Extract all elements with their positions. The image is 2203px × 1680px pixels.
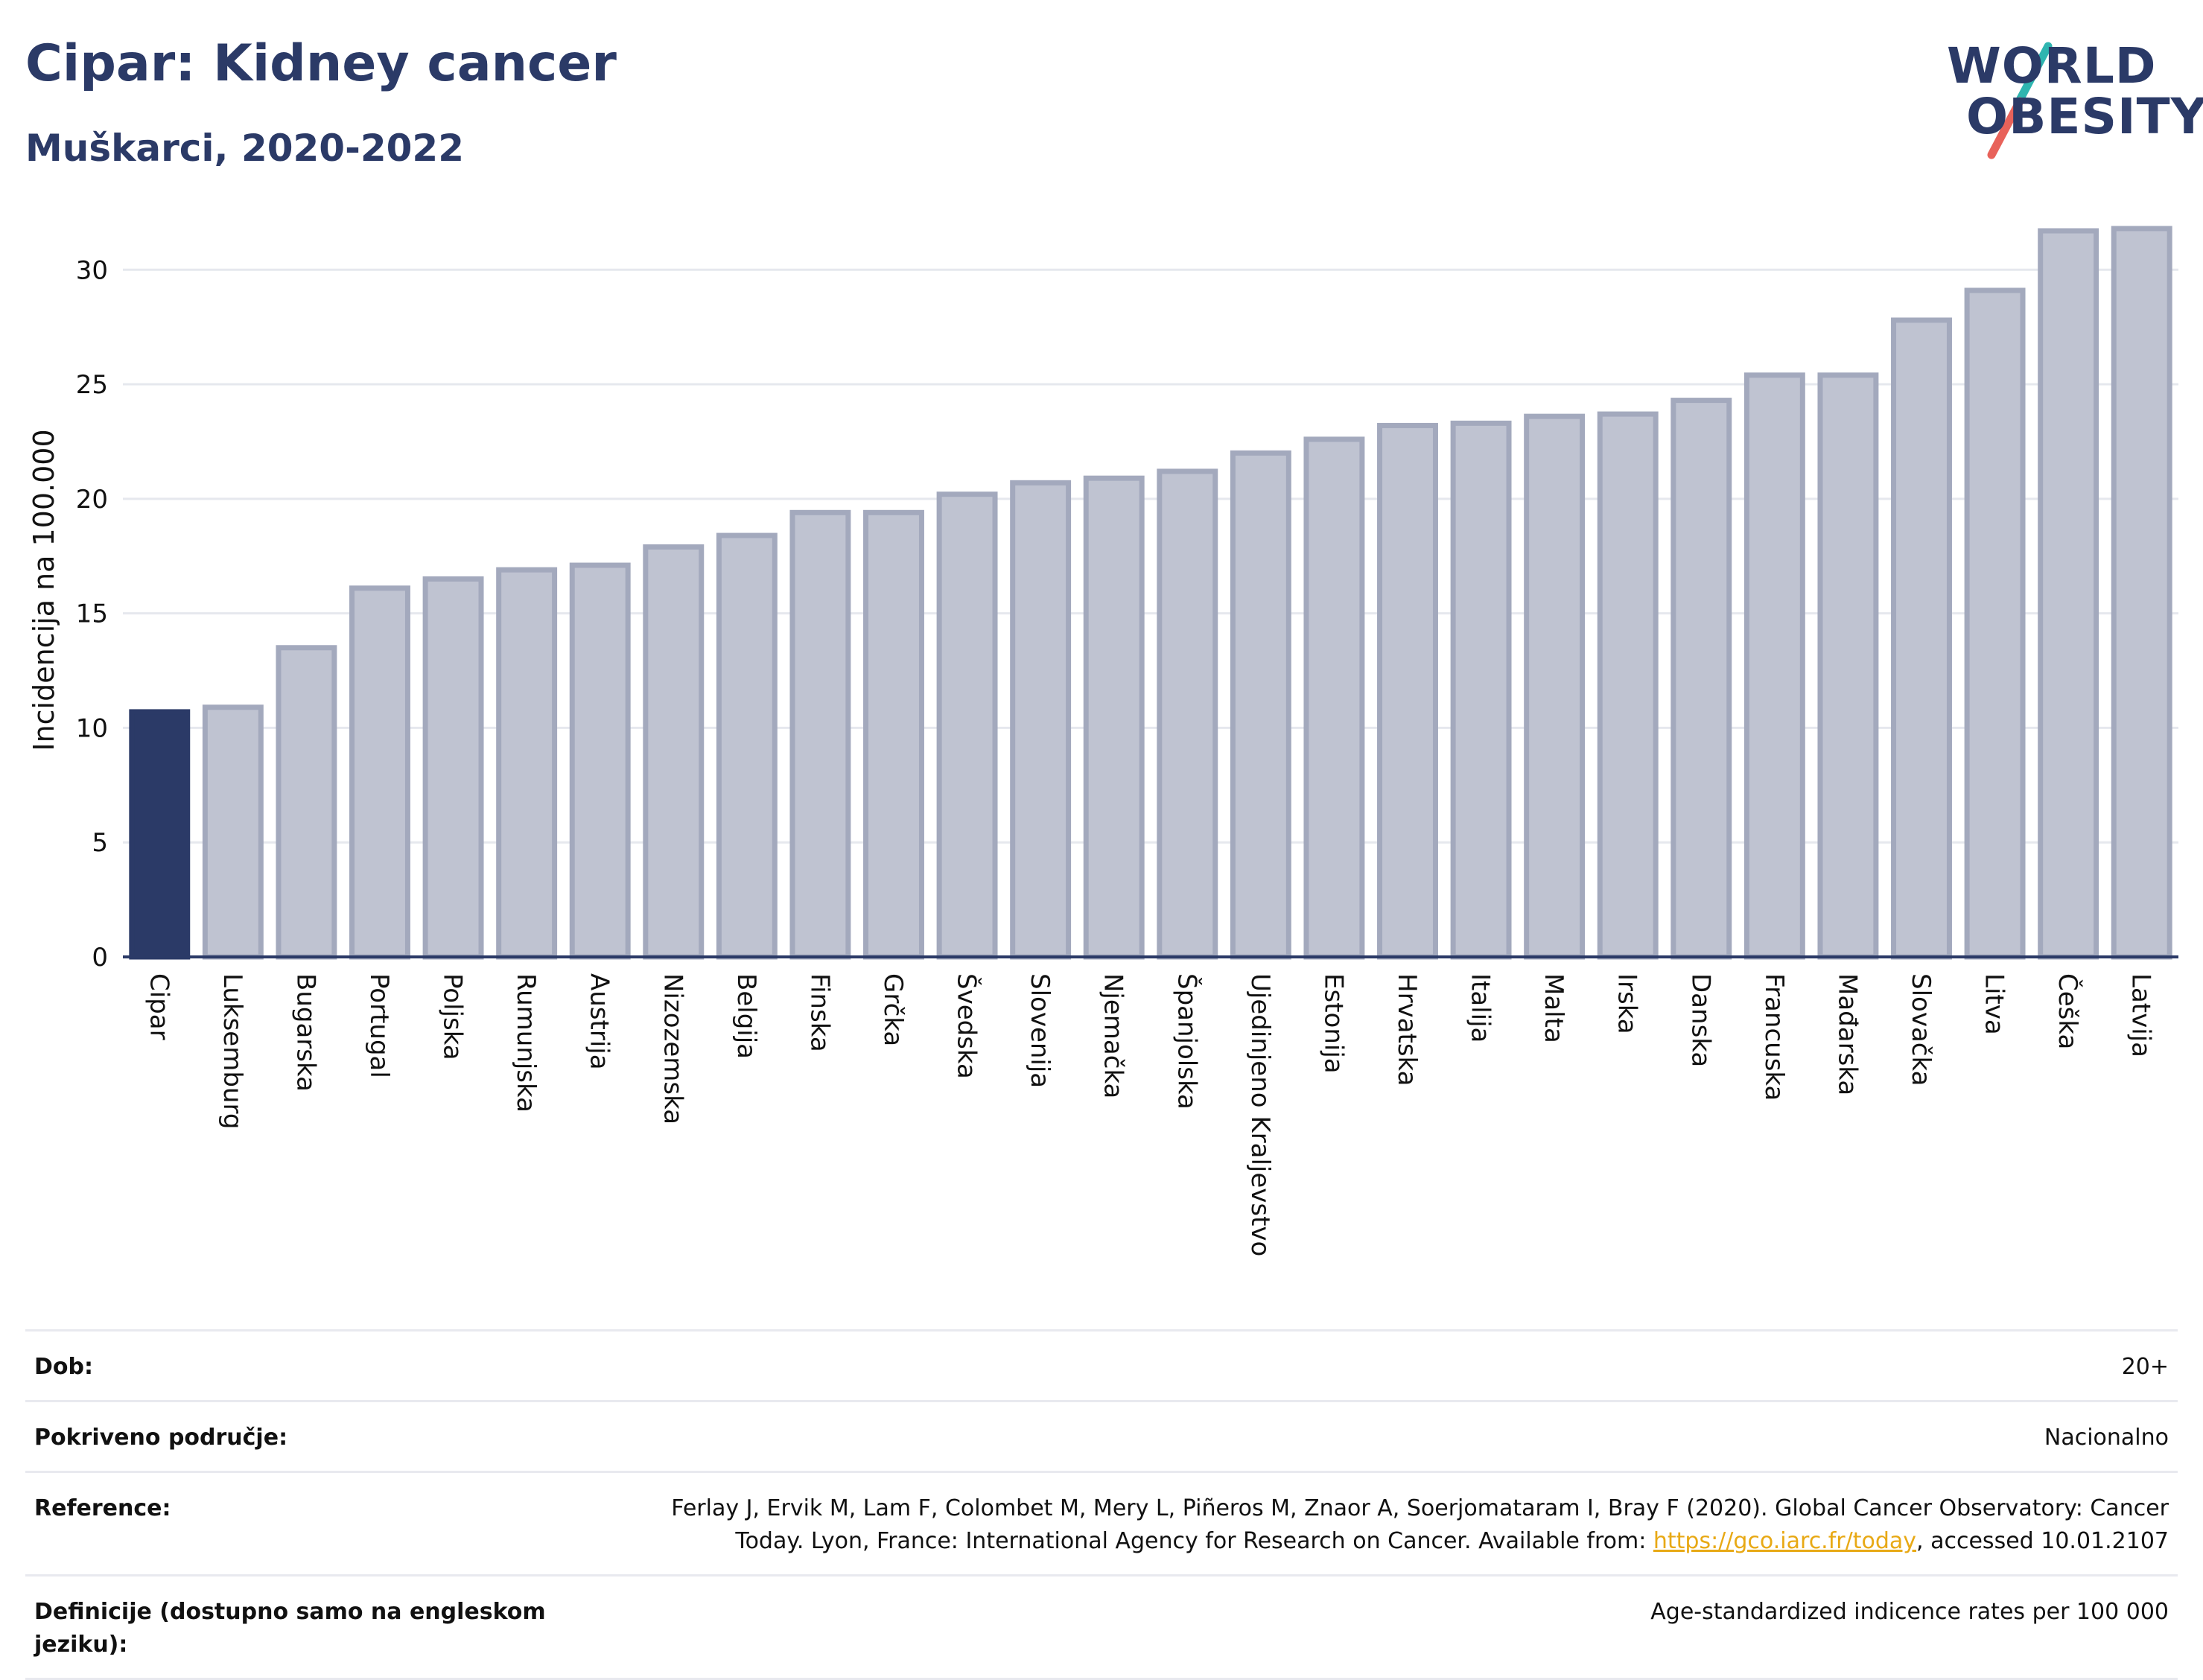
y-axis-title: Incidencija na 100.000 [28, 429, 60, 751]
x-tick-label: Španjolska [1172, 973, 1202, 1110]
bar [1303, 436, 1365, 960]
info-label: Dob: [34, 1354, 93, 1380]
info-row-definitions: Definicije (dostupno samo na engleskom j… [25, 1574, 2178, 1680]
bar [863, 509, 924, 960]
x-tick-label: Slovenija [1025, 973, 1055, 1088]
x-tick-label: Portugal [364, 973, 394, 1078]
info-table: Dob: 20+ Pokriveno područje: Nacionalno … [25, 1329, 2178, 1680]
x-tick-label: Finska [804, 973, 834, 1052]
chart-subtitle: Muškarci, 2020-2022 [25, 127, 465, 170]
bar [1083, 475, 1145, 960]
bar [1524, 413, 1586, 960]
bar [129, 709, 191, 960]
reference-link[interactable]: https://gco.iarc.fr/today [1653, 1528, 1917, 1554]
bar [1670, 398, 1732, 960]
bar [1891, 317, 1952, 960]
info-value: Nacionalno [2044, 1425, 2169, 1451]
x-tick-label: Nizozemska [658, 973, 687, 1124]
info-row-coverage: Pokriveno područje: Nacionalno [25, 1400, 2178, 1471]
y-tick-label: 5 [92, 828, 108, 858]
x-tick-label: Švedska [952, 973, 982, 1079]
bar [936, 491, 998, 960]
y-tick-label: 0 [92, 943, 108, 973]
bar [643, 544, 705, 960]
bar [1450, 420, 1512, 960]
bar [1010, 480, 1072, 960]
bar [2111, 226, 2172, 960]
y-tick-label: 20 [76, 485, 108, 515]
bar [1377, 422, 1438, 960]
y-tick-label: 25 [76, 370, 108, 400]
reference-accessed: , accessed 10.01.2107 [1916, 1528, 2169, 1554]
bar [1743, 372, 1805, 960]
info-row-reference: Reference: Ferlay J, Ervik M, Lam F, Col… [25, 1471, 2178, 1574]
x-tick-label: Ujedinjeno Kraljevstvo [1245, 973, 1275, 1256]
bar [1964, 287, 2026, 960]
bar [422, 576, 484, 960]
x-tick-label: Francuska [1759, 973, 1789, 1101]
x-tick-label: Grčka [878, 973, 908, 1046]
logo-word-world: WORLD [1947, 37, 2157, 95]
bar [349, 585, 410, 960]
x-tick-label: Mađarska [1832, 973, 1862, 1095]
x-tick-label: Belgija [731, 973, 761, 1059]
info-value: Age-standardized indicence rates per 100… [1650, 1599, 2169, 1625]
x-tick-label: Latvija [2126, 973, 2156, 1057]
y-tick-label: 10 [76, 713, 108, 743]
bar [1597, 411, 1659, 960]
x-tick-label: Cipar [144, 973, 174, 1040]
x-tick-label: Estonija [1318, 973, 1348, 1074]
info-value: 20+ [2121, 1354, 2169, 1380]
x-tick-label: Irska [1612, 973, 1642, 1034]
logo-slash-icon [1987, 42, 2053, 159]
bar [789, 509, 851, 960]
bar [276, 645, 337, 960]
info-label: Reference: [34, 1495, 171, 1521]
info-label: Definicije (dostupno samo na engleskom j… [34, 1599, 546, 1658]
x-tick-label: Austrija [585, 973, 614, 1070]
info-value: Ferlay J, Ervik M, Lam F, Colombet M, Me… [570, 1492, 2169, 1558]
x-tick-label: Malta [1539, 973, 1568, 1043]
x-tick-label: Njemačka [1099, 973, 1128, 1098]
bar [202, 704, 264, 960]
x-tick-label: Rumunjska [511, 973, 541, 1113]
bar [1157, 468, 1218, 960]
bar [496, 567, 558, 960]
x-tick-label: Poljska [438, 973, 468, 1060]
x-tick-label: Danska [1685, 973, 1715, 1067]
x-tick-label: Češka [2053, 973, 2083, 1049]
info-row-age: Dob: 20+ [25, 1329, 2178, 1400]
x-tick-label: Hrvatska [1392, 973, 1422, 1086]
x-tick-label: Litva [1980, 973, 2009, 1035]
x-tick-label: Slovačka [1906, 973, 1936, 1086]
bar [1817, 372, 1879, 960]
x-tick-label: Italija [1466, 973, 1495, 1043]
bar-chart: 0 5 10 15 20 25 30 Incidencija na 100.000 Cipar L… [28, 226, 2178, 1256]
x-tick-label: Bugarska [290, 973, 320, 1092]
bar [569, 562, 631, 960]
bar [1230, 450, 1291, 960]
bar [2038, 228, 2099, 960]
world-obesity-logo: WORLD OBESITY [1936, 30, 2203, 164]
y-tick-label: 30 [76, 255, 108, 285]
logo-word-obesity: OBESITY [1966, 88, 2203, 145]
chart-title: Cipar: Kidney cancer [25, 34, 617, 93]
reference-text: Ferlay J, Ervik M, Lam F, Colombet M, Me… [671, 1495, 2169, 1554]
bar [716, 532, 778, 960]
info-label: Pokriveno područje: [34, 1425, 288, 1451]
y-tick-label: 15 [76, 599, 108, 629]
x-tick-label: Luksemburg [217, 973, 247, 1129]
